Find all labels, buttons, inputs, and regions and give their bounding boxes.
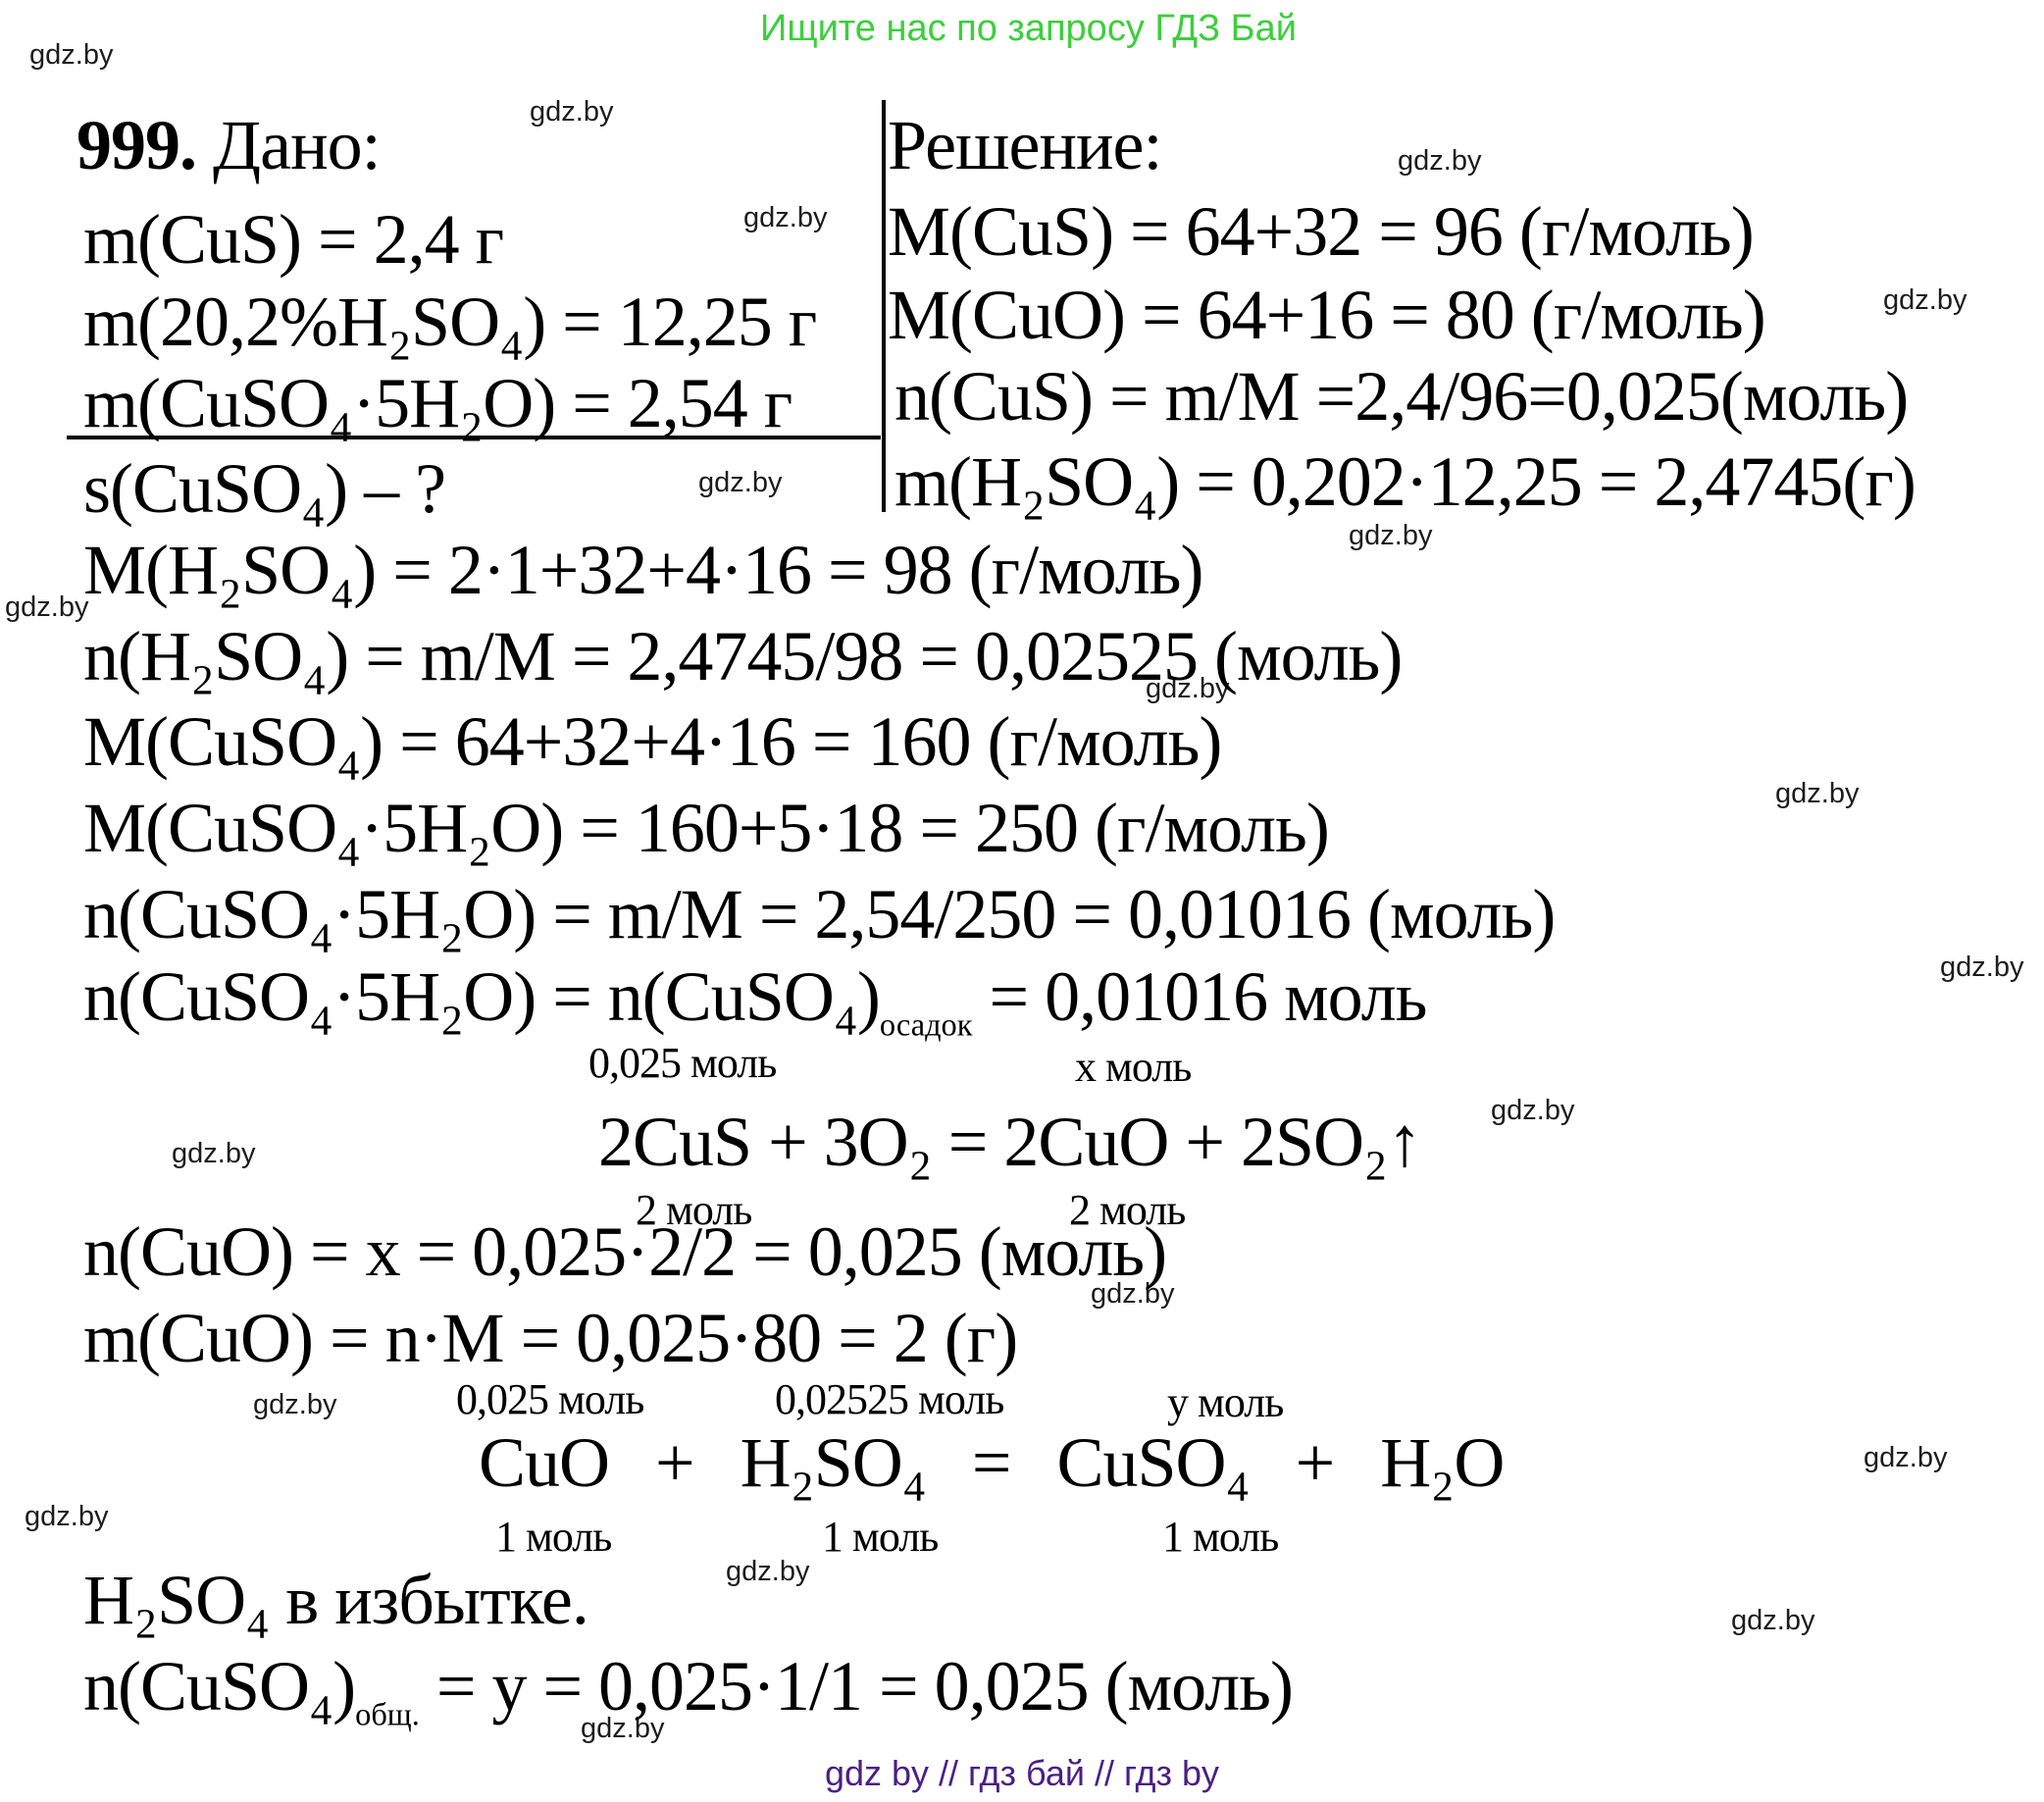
reaction2-moles-below-3: 1 моль <box>1162 1513 1279 1561</box>
gdz-watermark: gdz.by <box>1146 673 1230 704</box>
promo-banner: Ищите нас по запросу ГДЗ Бай <box>760 8 1297 49</box>
solution-step: n(H₂SO₄) = m/M = 2,4745/98 = 0,02525 (мо… <box>83 617 1403 695</box>
solution-label: Решение: <box>888 106 1162 184</box>
solution-step: M(CuSO₄) = 64+32+4·16 = 160 (г/моль) <box>83 702 1222 781</box>
reaction2-equation: CuO + H₂SO₄ = CuSO₄ + H₂O <box>479 1423 1505 1502</box>
gdz-watermark: gdz.by <box>743 202 828 233</box>
problem-header: 999. Дано: <box>77 110 382 180</box>
gdz-watermark: gdz.by <box>1940 952 2024 983</box>
reaction2-moles-below-1: 1 моль <box>495 1513 612 1561</box>
given-label: Дано: <box>213 106 382 184</box>
reaction1-moles-below-right: 2 моль <box>1069 1186 1186 1234</box>
gdz-watermark: gdz.by <box>172 1138 256 1169</box>
total-amount-line: n(CuSO₄)общ. = у = 0,025·1/1 = 0,025 (мо… <box>83 1651 1294 1733</box>
gdz-watermark: gdz.by <box>698 467 783 498</box>
gdz-watermark: gdz.by <box>581 1713 665 1744</box>
solution-step: n(CuO) = х = 0,025·2/2 = 0,025 (моль) <box>83 1212 1167 1291</box>
reaction2-moles-below-2: 1 моль <box>822 1513 939 1561</box>
gdz-watermark: gdz.by <box>1775 778 1860 809</box>
reaction1-amount-above-right: х моль <box>1075 1043 1192 1091</box>
site-footer: gdz by // гдз бай // гдз by <box>824 1753 1220 1793</box>
gdz-watermark: gdz.by <box>1398 145 1482 177</box>
excess-statement: H₂SO₄ в избытке. <box>83 1561 589 1639</box>
reaction1-moles-below-left: 2 моль <box>636 1186 752 1234</box>
gdz-watermark: gdz.by <box>1864 1442 1948 1473</box>
solution-step-precipitate: n(CuSO₄·5H₂O) = n(CuSO₄)осадок = 0,01016… <box>83 961 1427 1044</box>
reaction1-equation: 2CuS + 3O₂ = 2CuO + 2SO₂↑ <box>598 1103 1422 1181</box>
solution-step: M(CuO) = 64+16 = 80 (г/моль) <box>888 276 1766 354</box>
solution-step: m(H₂SO₄) = 0,202·12,25 = 2,4745(г) <box>894 442 1916 521</box>
reaction2-amount-above-2: 0,02525 моль <box>775 1375 1004 1423</box>
given-line: m(CuS) = 2,4 г <box>83 200 504 279</box>
gdz-watermark: gdz.by <box>1731 1605 1815 1636</box>
gdz-watermark: gdz.by <box>25 1501 109 1532</box>
solution-step: m(CuO) = n·M = 0,025·80 = 2 (г) <box>83 1299 1018 1377</box>
gdz-watermark: gdz.by <box>29 39 114 71</box>
solution-step: n(CuSO₄·5H₂O) = m/M = 2,54/250 = 0,01016… <box>83 875 1556 953</box>
gdz-watermark: gdz.by <box>5 592 89 623</box>
gdz-watermark: gdz.by <box>1349 520 1433 551</box>
precipitate-subscript: осадок <box>879 1007 973 1044</box>
gdz-watermark: gdz.by <box>1491 1095 1575 1126</box>
problem-number: 999. <box>77 106 197 184</box>
gdz-watermark: gdz.by <box>1883 284 1967 316</box>
total-suffix: = у = 0,025·1/1 = 0,025 (моль) <box>419 1647 1294 1725</box>
gdz-watermark: gdz.by <box>253 1389 337 1420</box>
solution-step: n(CuS) = m/M =2,4/96=0,025(моль) <box>894 357 1909 436</box>
gdz-watermark: gdz.by <box>530 96 614 128</box>
reaction2-amount-above-3: у моль <box>1167 1378 1284 1426</box>
reaction1-amount-above-left: 0,025 моль <box>588 1039 777 1087</box>
find-line: s(CuSO₄) – ? <box>83 449 446 528</box>
total-subscript: общ. <box>355 1697 420 1733</box>
gdz-watermark: gdz.by <box>726 1556 810 1587</box>
given-line: m(20,2%H₂SO₄) = 12,25 г <box>83 283 817 361</box>
precipitate-suffix: = 0,01016 моль <box>972 957 1428 1036</box>
solution-step: M(CuSO₄·5H₂O) = 160+5·18 = 250 (г/моль) <box>83 789 1330 867</box>
solution-step: M(H₂SO₄) = 2·1+32+4·16 = 98 (г/моль) <box>83 531 1203 609</box>
reaction2-amount-above-1: 0,025 моль <box>456 1375 644 1423</box>
given-line: m(CuSO₄·5H₂O) = 2,54 г <box>83 364 792 442</box>
gdz-watermark: gdz.by <box>1091 1278 1175 1310</box>
solution-step: M(CuS) = 64+32 = 96 (г/моль) <box>888 192 1755 271</box>
given-find-separator <box>67 436 881 439</box>
precipitate-prefix: n(CuSO₄·5H₂O) = n(CuSO₄) <box>83 957 881 1036</box>
given-solution-divider <box>882 100 886 512</box>
total-prefix: n(CuSO₄) <box>83 1647 356 1725</box>
